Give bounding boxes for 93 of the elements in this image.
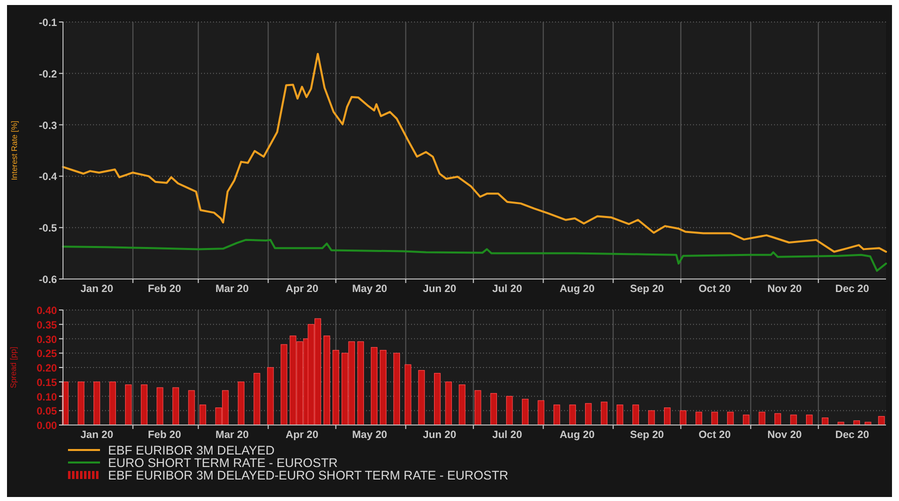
- bar: [357, 341, 364, 426]
- bar: [140, 384, 148, 426]
- bar: [648, 410, 655, 426]
- x-tick-label: Oct 20: [698, 283, 731, 295]
- x-tick-label: Mar 20: [215, 429, 249, 441]
- x-tick-label: Dec 20: [835, 283, 870, 295]
- bar: [125, 384, 132, 426]
- legend-label: EBF EURIBOR 3M DELAYED: [108, 444, 274, 458]
- x-tick-label: Feb 20: [148, 429, 182, 441]
- x-tick-label: Dec 20: [835, 429, 870, 441]
- bar: [632, 404, 640, 426]
- y-tick-label: -0.1: [38, 17, 58, 29]
- bar: [585, 403, 592, 426]
- bar: [109, 382, 116, 426]
- x-tick-label: Apr 20: [286, 283, 319, 295]
- x-tick-label: Feb 20: [148, 283, 182, 295]
- x-tick-label: Aug 20: [560, 429, 595, 441]
- x-tick-label: Apr 20: [286, 429, 319, 441]
- bar: [616, 404, 624, 426]
- y-tick-label: 0.40: [36, 305, 58, 317]
- y-tick-label: -0.2: [38, 68, 58, 80]
- y-axis-title: Spread [pp]: [9, 346, 18, 388]
- y-tick-label: -0.3: [38, 120, 58, 132]
- bar: [806, 414, 813, 426]
- line-series: [62, 238, 887, 272]
- bar: [445, 382, 452, 426]
- y-axis-title: Interest Rate [%]: [10, 120, 19, 180]
- bar: [172, 387, 180, 426]
- bar: [878, 416, 885, 426]
- x-tick-label: May 20: [352, 429, 388, 441]
- bar: [696, 412, 702, 426]
- bar: [434, 372, 441, 426]
- x-tick-label: Jun 20: [422, 283, 456, 295]
- bar: [458, 384, 466, 426]
- bar: [332, 350, 340, 426]
- bar: [188, 390, 195, 426]
- y-tick-label: 0.20: [36, 362, 58, 374]
- x-tick-label: Jul 20: [492, 283, 522, 295]
- x-tick-label: May 20: [352, 283, 388, 295]
- bar: [758, 412, 766, 426]
- bar: [506, 396, 513, 426]
- y-tick-label: -0.6: [38, 274, 58, 286]
- bar: [790, 414, 797, 426]
- x-tick-label: Nov 20: [767, 283, 802, 295]
- bar: [324, 336, 330, 426]
- x-tick-label: Oct 20: [698, 429, 731, 441]
- x-tick-label: Jul 20: [492, 429, 522, 441]
- bar: [490, 393, 497, 426]
- x-tick-label: Jan 20: [80, 283, 114, 295]
- bar: [664, 407, 671, 426]
- legend-label: EBF EURIBOR 3M DELAYED-EURO SHORT TERM RATE - EUROSTR: [108, 468, 508, 482]
- bar: [474, 390, 482, 426]
- x-tick-label: Aug 20: [560, 283, 595, 295]
- bar: [727, 412, 734, 426]
- bar: [94, 382, 100, 426]
- y-tick-label: 0.35: [36, 319, 58, 332]
- x-tick-label: Jan 20: [80, 429, 114, 441]
- bar: [238, 382, 244, 426]
- bar: [418, 370, 425, 426]
- bar: [404, 364, 412, 426]
- line-series: [62, 52, 887, 253]
- bar: [538, 400, 544, 426]
- bar: [280, 344, 288, 426]
- bar: [600, 402, 608, 426]
- legend-label: EURO SHORT TERM RATE - EUROSTR: [108, 456, 338, 470]
- x-tick-label: Sep 20: [630, 283, 664, 295]
- bar: [199, 404, 206, 426]
- y-tick-label: -0.4: [38, 171, 58, 184]
- bar: [254, 372, 260, 426]
- y-tick-label: 0.15: [36, 376, 58, 389]
- x-tick-label: Jun 20: [422, 429, 456, 441]
- y-tick-label: 0.00: [36, 420, 58, 432]
- x-tick-label: Sep 20: [630, 429, 664, 441]
- bar: [680, 410, 686, 426]
- bar: [370, 347, 378, 426]
- bar: [522, 398, 529, 426]
- y-tick-label: 0.10: [36, 391, 58, 404]
- bar: [774, 413, 782, 426]
- bar: [267, 367, 274, 426]
- x-tick-label: Nov 20: [767, 429, 802, 441]
- bar: [711, 412, 718, 426]
- bar: [742, 414, 750, 426]
- bar: [569, 404, 576, 426]
- bar: [156, 387, 164, 426]
- y-tick-label: 0.05: [36, 406, 58, 418]
- bar: [393, 352, 400, 426]
- bar: [78, 382, 84, 426]
- y-tick-label: 0.30: [36, 334, 58, 346]
- bar: [554, 404, 560, 426]
- bar: [380, 350, 386, 426]
- x-tick-label: Mar 20: [215, 283, 249, 295]
- y-tick-label: -0.5: [38, 222, 58, 235]
- y-tick-label: 0.25: [36, 348, 58, 360]
